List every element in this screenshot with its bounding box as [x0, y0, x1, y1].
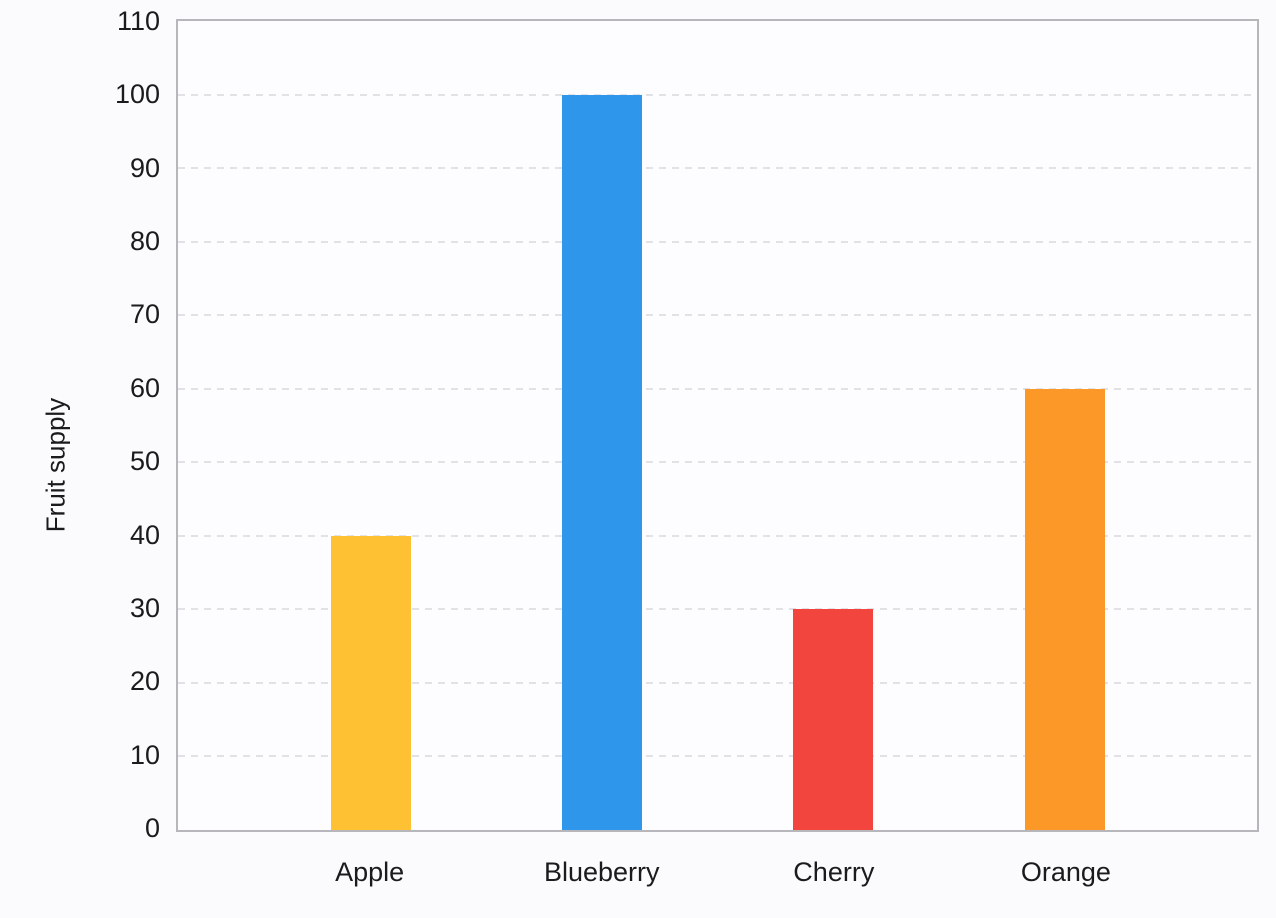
- y-tick-label: 10: [129, 739, 160, 770]
- bar-blueberry: [562, 94, 643, 830]
- bar-orange: [1024, 388, 1105, 830]
- y-axis-tick-labels: 0 10 20 30 40 50 60 70 80 90 100 110: [0, 6, 160, 843]
- y-tick-label: 20: [129, 666, 160, 697]
- y-tick-label: 50: [129, 446, 160, 477]
- bar-apple: [330, 535, 411, 830]
- y-tick-label: 110: [116, 6, 160, 36]
- y-tick-label: 80: [129, 226, 160, 257]
- gridline: [178, 387, 1257, 390]
- x-axis-label-apple: Apple: [335, 857, 405, 887]
- gridline: [178, 314, 1257, 317]
- gridline: [178, 534, 1257, 537]
- y-tick-label: 70: [129, 299, 160, 330]
- y-tick-label: 60: [129, 372, 160, 403]
- y-tick-label: 90: [129, 152, 160, 183]
- y-tick-label: 30: [129, 592, 160, 623]
- x-axis-label-blueberry: Blueberry: [543, 857, 660, 887]
- gridline: [178, 240, 1257, 243]
- x-axis-label-orange: Orange: [1020, 857, 1111, 887]
- y-tick-label: 100: [114, 79, 160, 110]
- bar-cherry: [793, 609, 874, 830]
- gridline: [178, 461, 1257, 464]
- plot-area: [176, 19, 1259, 832]
- gridline: [178, 681, 1257, 684]
- y-tick-label: 40: [129, 519, 160, 550]
- x-axis-label-cherry: Cherry: [793, 857, 875, 887]
- gridline: [178, 167, 1257, 170]
- gridline: [178, 755, 1257, 758]
- gridline: [178, 608, 1257, 611]
- y-tick-label: 0: [144, 813, 160, 843]
- gridline: [178, 93, 1257, 96]
